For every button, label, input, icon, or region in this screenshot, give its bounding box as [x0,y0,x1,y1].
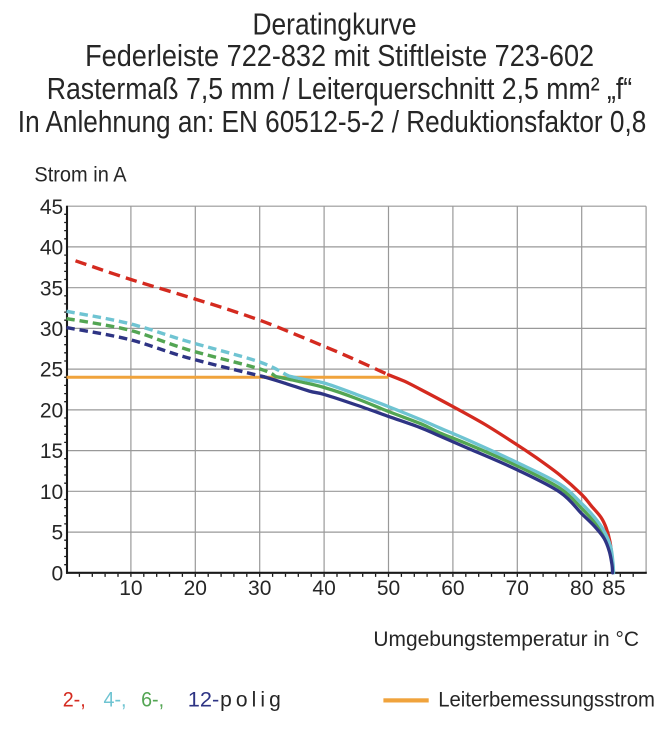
svg-text:25: 25 [40,359,63,382]
svg-text:Federleiste 722-832 mit Stiftl: Federleiste 722-832 mit Stiftleiste 723-… [85,39,594,73]
svg-text:40: 40 [40,237,63,260]
svg-text:0: 0 [52,562,64,585]
svg-text:15: 15 [40,440,63,463]
svg-text:20: 20 [40,400,63,423]
svg-text:10: 10 [40,481,63,504]
svg-text:Leiterbemessungsstrom: Leiterbemessungsstrom [438,689,655,712]
svg-text:35: 35 [40,277,63,300]
svg-text:20: 20 [184,577,207,600]
svg-text:Umgebungstemperatur in °C: Umgebungstemperatur in °C [373,628,639,651]
svg-text:50: 50 [377,577,400,600]
svg-text:12-: 12- [188,689,220,712]
svg-text:5: 5 [52,522,64,545]
svg-text:polig: polig [220,689,285,712]
svg-text:60: 60 [441,577,464,600]
svg-text:85: 85 [602,577,625,600]
svg-text:45: 45 [40,196,63,219]
svg-text:70: 70 [506,577,529,600]
svg-text:30: 30 [40,318,63,341]
svg-text:6-,: 6-, [141,689,164,712]
svg-text:80: 80 [570,577,593,600]
svg-text:In Anlehnung an: EN 60512-5-2: In Anlehnung an: EN 60512-5-2 / Reduktio… [18,105,647,139]
svg-text:10: 10 [119,577,142,600]
svg-text:Strom in A: Strom in A [34,163,126,186]
svg-text:30: 30 [248,577,271,600]
svg-text:2-,: 2-, [63,689,86,712]
svg-text:40: 40 [312,577,335,600]
svg-text:Rastermaß 7,5 mm / Leiterquers: Rastermaß 7,5 mm / Leiterquerschnitt 2,5… [47,72,633,106]
svg-text:Deratingkurve: Deratingkurve [253,7,417,41]
svg-text:4-,: 4-, [104,689,127,712]
